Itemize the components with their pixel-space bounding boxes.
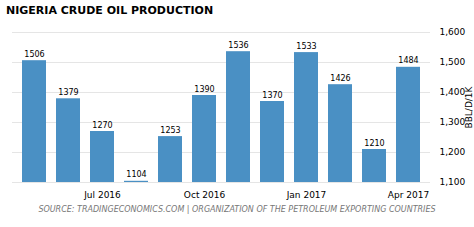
svg-text:BBL/D/1K: BBL/D/1K xyxy=(464,85,474,128)
svg-text:1506: 1506 xyxy=(24,50,44,59)
html-text:NIGERIA CRUDE OIL PRODUCTION: NIGERIA CRUDE OIL PRODUCTION xyxy=(6,4,214,17)
svg-text:Apr 2017: Apr 2017 xyxy=(388,190,429,200)
svg-text:1104: 1104 xyxy=(126,170,146,179)
svg-text:1,600: 1,600 xyxy=(440,27,466,37)
svg-text:1,500: 1,500 xyxy=(440,57,466,67)
svg-text:1,200: 1,200 xyxy=(440,147,466,157)
svg-text:1,100: 1,100 xyxy=(440,177,466,187)
svg-text:1484: 1484 xyxy=(398,56,418,65)
svg-text:1390: 1390 xyxy=(194,85,214,94)
svg-text:1370: 1370 xyxy=(262,91,282,100)
svg-text:Jan 2017: Jan 2017 xyxy=(286,190,327,200)
svg-text:Oct 2016: Oct 2016 xyxy=(184,190,226,200)
svg-text:1,300: 1,300 xyxy=(440,117,466,127)
svg-text:1379: 1379 xyxy=(58,88,78,97)
svg-text:Jul 2016: Jul 2016 xyxy=(83,190,121,200)
svg-text:1253: 1253 xyxy=(160,126,180,135)
svg-text:1536: 1536 xyxy=(228,41,248,50)
svg-text:1270: 1270 xyxy=(92,121,112,130)
svg-text:1,400: 1,400 xyxy=(440,87,466,97)
svg-text:1533: 1533 xyxy=(296,42,316,51)
html-text:SOURCE: TRADINGECONOMICS.COM |: SOURCE: TRADINGECONOMICS.COM | ORGANIZAT… xyxy=(38,205,436,214)
svg-text:1426: 1426 xyxy=(330,74,350,83)
svg-text:1210: 1210 xyxy=(364,139,384,148)
